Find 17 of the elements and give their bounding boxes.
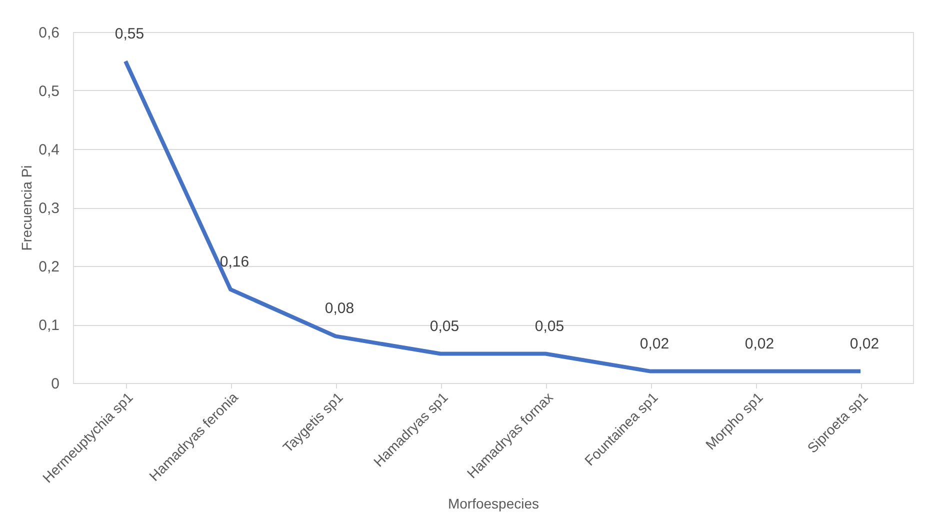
y-tick-label: 0,5 (38, 83, 60, 100)
data-label: 0,05 (534, 318, 564, 335)
data-label: 0,16 (220, 253, 250, 270)
y-tick-label: 0,2 (38, 258, 60, 276)
data-label: 0,08 (324, 300, 354, 318)
y-axis-title: Frecuencia Pi (18, 165, 35, 251)
y-tick-label: 0,3 (38, 200, 60, 217)
y-tick-label: 0,6 (38, 24, 60, 42)
data-label: 0,02 (850, 335, 880, 352)
data-label: 0,55 (114, 25, 144, 42)
y-tick-label: 0,4 (38, 142, 60, 158)
data-label: 0,02 (640, 335, 670, 352)
y-tick-label: 0,1 (38, 317, 60, 334)
y-tick-label: 0 (51, 376, 60, 392)
x-axis-title: Morfoespecies (448, 496, 540, 512)
data-label: 0,02 (744, 335, 774, 352)
data-label: 0,05 (430, 318, 460, 335)
